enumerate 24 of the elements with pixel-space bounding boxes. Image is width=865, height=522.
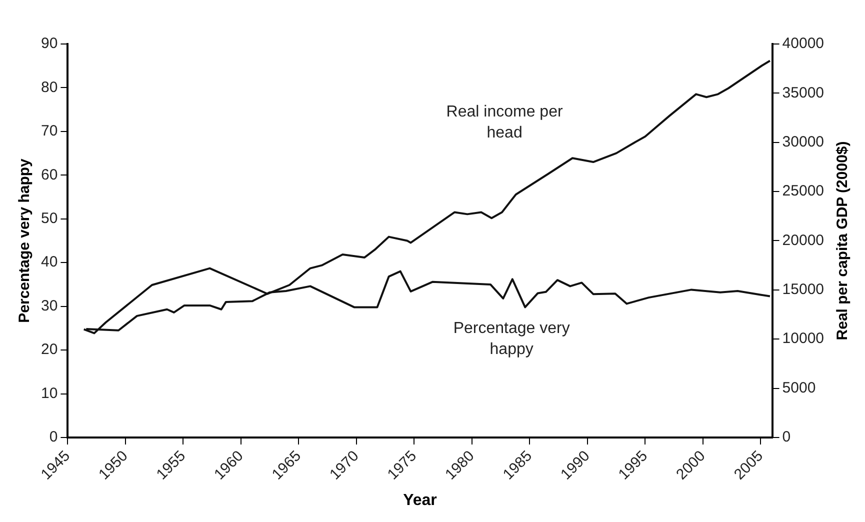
y2-tick-label: 30000 xyxy=(782,134,824,151)
y-tick-label: 40 xyxy=(40,254,58,271)
y2-tick-label: 10000 xyxy=(782,330,824,348)
y2-tick-label: 0 xyxy=(782,428,791,446)
y-tick-label: 50 xyxy=(40,210,58,228)
y-tick-label: 20 xyxy=(40,341,58,358)
y2-tick-label: 15000 xyxy=(782,281,824,298)
series-label: Real income per head xyxy=(446,104,564,142)
y2-axis-title: Real per capita GDP (2000$) xyxy=(834,141,852,340)
y-axis-title: Percentage very happy xyxy=(16,158,34,323)
y-tick-label: 30 xyxy=(40,297,58,314)
y2-tick-label: 5000 xyxy=(782,379,816,396)
y2-tick-label: 40000 xyxy=(782,35,824,52)
y2-tick-label: 25000 xyxy=(782,182,824,200)
y-tick-label: 60 xyxy=(40,166,58,184)
y2-tick-label: 20000 xyxy=(782,232,824,249)
text: Percentage very happy xyxy=(453,320,570,358)
y2-tick-label: 35000 xyxy=(782,84,824,102)
y-tick-label: 70 xyxy=(40,122,58,140)
y-tick-label: 90 xyxy=(40,35,58,52)
y-tick-label: 0 xyxy=(49,428,58,446)
y-tick-label: 10 xyxy=(40,384,58,402)
x-axis-title: Year xyxy=(403,492,437,509)
y-tick-label: 80 xyxy=(40,78,58,96)
